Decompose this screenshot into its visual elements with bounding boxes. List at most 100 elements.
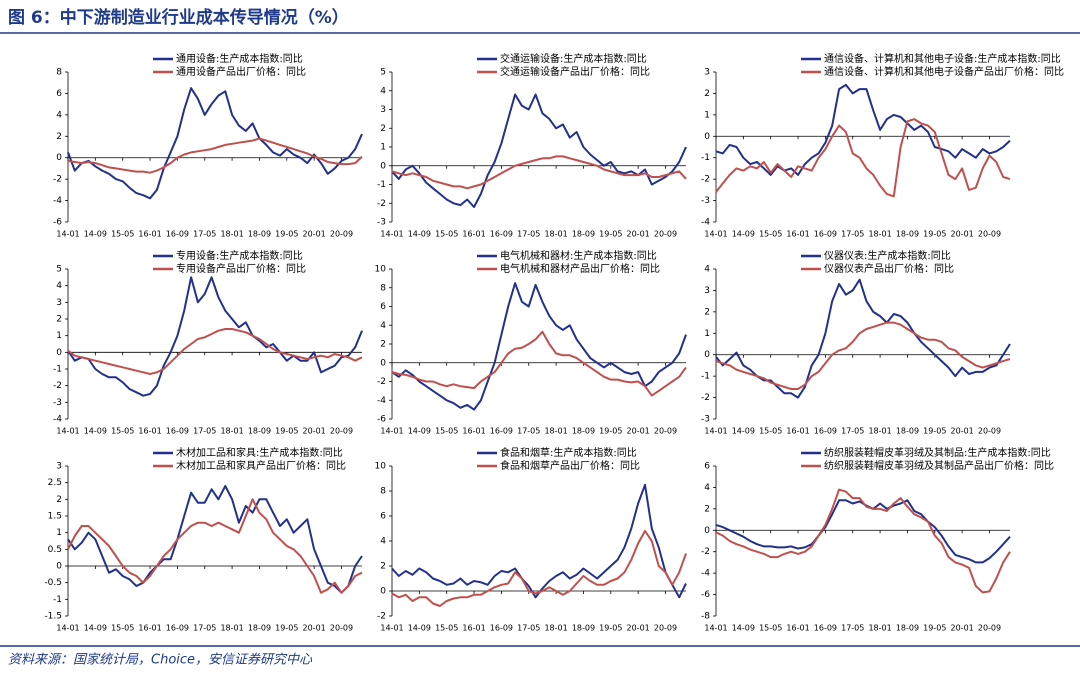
x-tick-label: 15-05 [759, 624, 782, 633]
legend-label: 专用设备产品出厂价格：同比 [176, 262, 306, 275]
y-tick-label: 3 [704, 68, 710, 78]
y-tick-label: 10 [375, 265, 387, 275]
x-tick-label: 15-05 [435, 427, 458, 436]
y-tick-label: 1 [704, 110, 710, 120]
x-tick-label: 16-01 [786, 624, 809, 633]
x-tick-label: 20-01 [303, 427, 326, 436]
series-line [391, 155, 687, 190]
y-tick-label: 1 [56, 331, 62, 341]
y-tick-label: 4 [380, 86, 386, 96]
legend-label: 纺织服装鞋帽皮革羽绒及其制品产品出厂价格：同比 [824, 459, 1054, 472]
y-tick-label: -6 [701, 590, 710, 600]
y-tick-label: 6 [56, 89, 62, 99]
x-tick-label: 14-09 [408, 230, 431, 239]
series-line [715, 488, 1011, 594]
y-tick-label: 0 [380, 358, 386, 368]
x-tick-label: 16-01 [138, 427, 161, 436]
x-tick-label: 16-09 [490, 624, 513, 633]
series-line [715, 321, 1011, 390]
y-tick-label: 5 [380, 68, 386, 78]
series-line [715, 118, 1011, 198]
y-tick-label: 2 [380, 124, 386, 134]
x-tick-label: 17-05 [193, 624, 216, 633]
x-tick-label: 18-09 [896, 427, 919, 436]
y-tick-label: -4 [701, 569, 710, 579]
x-tick-label: 18-09 [896, 624, 919, 633]
x-tick-label: 18-09 [572, 624, 595, 633]
y-tick-label: 5 [56, 265, 62, 275]
x-tick-label: 20-09 [330, 624, 353, 633]
legend-label: 电气机械和器材产品出厂价格：同比 [500, 262, 660, 275]
y-tick-label: -3 [53, 398, 62, 408]
y-tick-label: 2 [56, 495, 62, 505]
y-tick-label: 0 [56, 348, 62, 358]
x-tick-label: 18-01 [868, 230, 891, 239]
x-tick-label: 14-09 [732, 624, 755, 633]
source-note: 资料来源：国家统计局，Choice，安信证券研究中心 [8, 652, 313, 668]
x-tick-label: 14-09 [84, 624, 107, 633]
x-tick-label: 20-09 [978, 230, 1001, 239]
legend-label: 仪器仪表:生产成本指数:同比 [824, 249, 951, 262]
y-tick-label: 2.5 [48, 478, 62, 488]
x-tick-label: 16-09 [490, 230, 513, 239]
y-tick-label: -2 [53, 175, 62, 185]
y-tick-label: -6 [377, 415, 386, 425]
y-tick-label: -1 [53, 595, 62, 605]
y-tick-label: 1 [56, 528, 62, 538]
y-tick-label: 4 [704, 483, 710, 493]
x-tick-label: 20-09 [330, 230, 353, 239]
y-tick-label: 0 [704, 350, 710, 360]
x-tick-label: 20-01 [627, 230, 650, 239]
legend-label: 电气机械和器材:生产成本指数:同比 [500, 249, 657, 262]
x-tick-label: 16-01 [462, 624, 485, 633]
legend-label: 木材加工品和家具:生产成本指数:同比 [176, 446, 343, 459]
x-tick-label: 20-01 [627, 427, 650, 436]
x-tick-label: 20-09 [978, 624, 1001, 633]
y-tick-label: 3 [56, 462, 62, 472]
y-tick-label: 2 [704, 504, 710, 514]
x-tick-label: 19-05 [599, 624, 622, 633]
y-tick-label: 4 [56, 281, 62, 291]
x-tick-label: 16-01 [462, 230, 485, 239]
y-tick-label: 2 [704, 89, 710, 99]
x-tick-label: 15-05 [111, 230, 134, 239]
y-tick-label: -8 [701, 612, 710, 622]
x-tick-label: 20-09 [654, 624, 677, 633]
y-tick-label: 6 [380, 512, 386, 522]
legend-label: 通用设备产品出厂价格：同比 [176, 65, 306, 78]
x-tick-label: 14-01 [56, 624, 79, 633]
series-line [67, 87, 363, 200]
y-tick-label: -4 [701, 218, 710, 228]
x-tick-label: 17-05 [841, 624, 864, 633]
y-tick-label: 4 [56, 110, 62, 120]
y-tick-label: -2 [377, 612, 386, 622]
figure-title: 图 6：中下游制造业行业成本传导情况（%） [8, 7, 349, 28]
x-tick-label: 14-01 [380, 624, 403, 633]
x-tick-label: 20-01 [951, 427, 974, 436]
x-tick-label: 18-01 [868, 427, 891, 436]
y-tick-label: 0 [380, 587, 386, 597]
x-tick-label: 14-01 [704, 427, 727, 436]
y-tick-label: 2 [56, 315, 62, 325]
y-tick-label: 0 [380, 161, 386, 171]
y-tick-label: 4 [380, 321, 386, 331]
x-tick-label: 18-01 [220, 624, 243, 633]
legend-label: 交通运输设备:生产成本指数:同比 [500, 52, 647, 65]
x-tick-label: 19-05 [275, 230, 298, 239]
x-tick-label: 18-09 [248, 624, 271, 633]
x-tick-label: 14-09 [408, 427, 431, 436]
x-tick-label: 14-09 [732, 427, 755, 436]
series-line [391, 530, 687, 607]
y-tick-label: -1.5 [44, 612, 62, 622]
legend-label: 木材加工品和家具产品出厂价格：同比 [176, 459, 346, 472]
x-tick-label: 19-05 [599, 230, 622, 239]
legend-label: 通信设备、计算机和其他电子设备:生产成本指数:同比 [824, 52, 1061, 65]
x-tick-label: 15-05 [435, 230, 458, 239]
y-tick-label: -2 [53, 381, 62, 391]
y-tick-label: -1 [701, 153, 710, 163]
x-tick-label: 15-05 [759, 427, 782, 436]
x-tick-label: 15-05 [435, 624, 458, 633]
y-tick-label: -2 [377, 377, 386, 387]
x-tick-label: 16-09 [814, 230, 837, 239]
